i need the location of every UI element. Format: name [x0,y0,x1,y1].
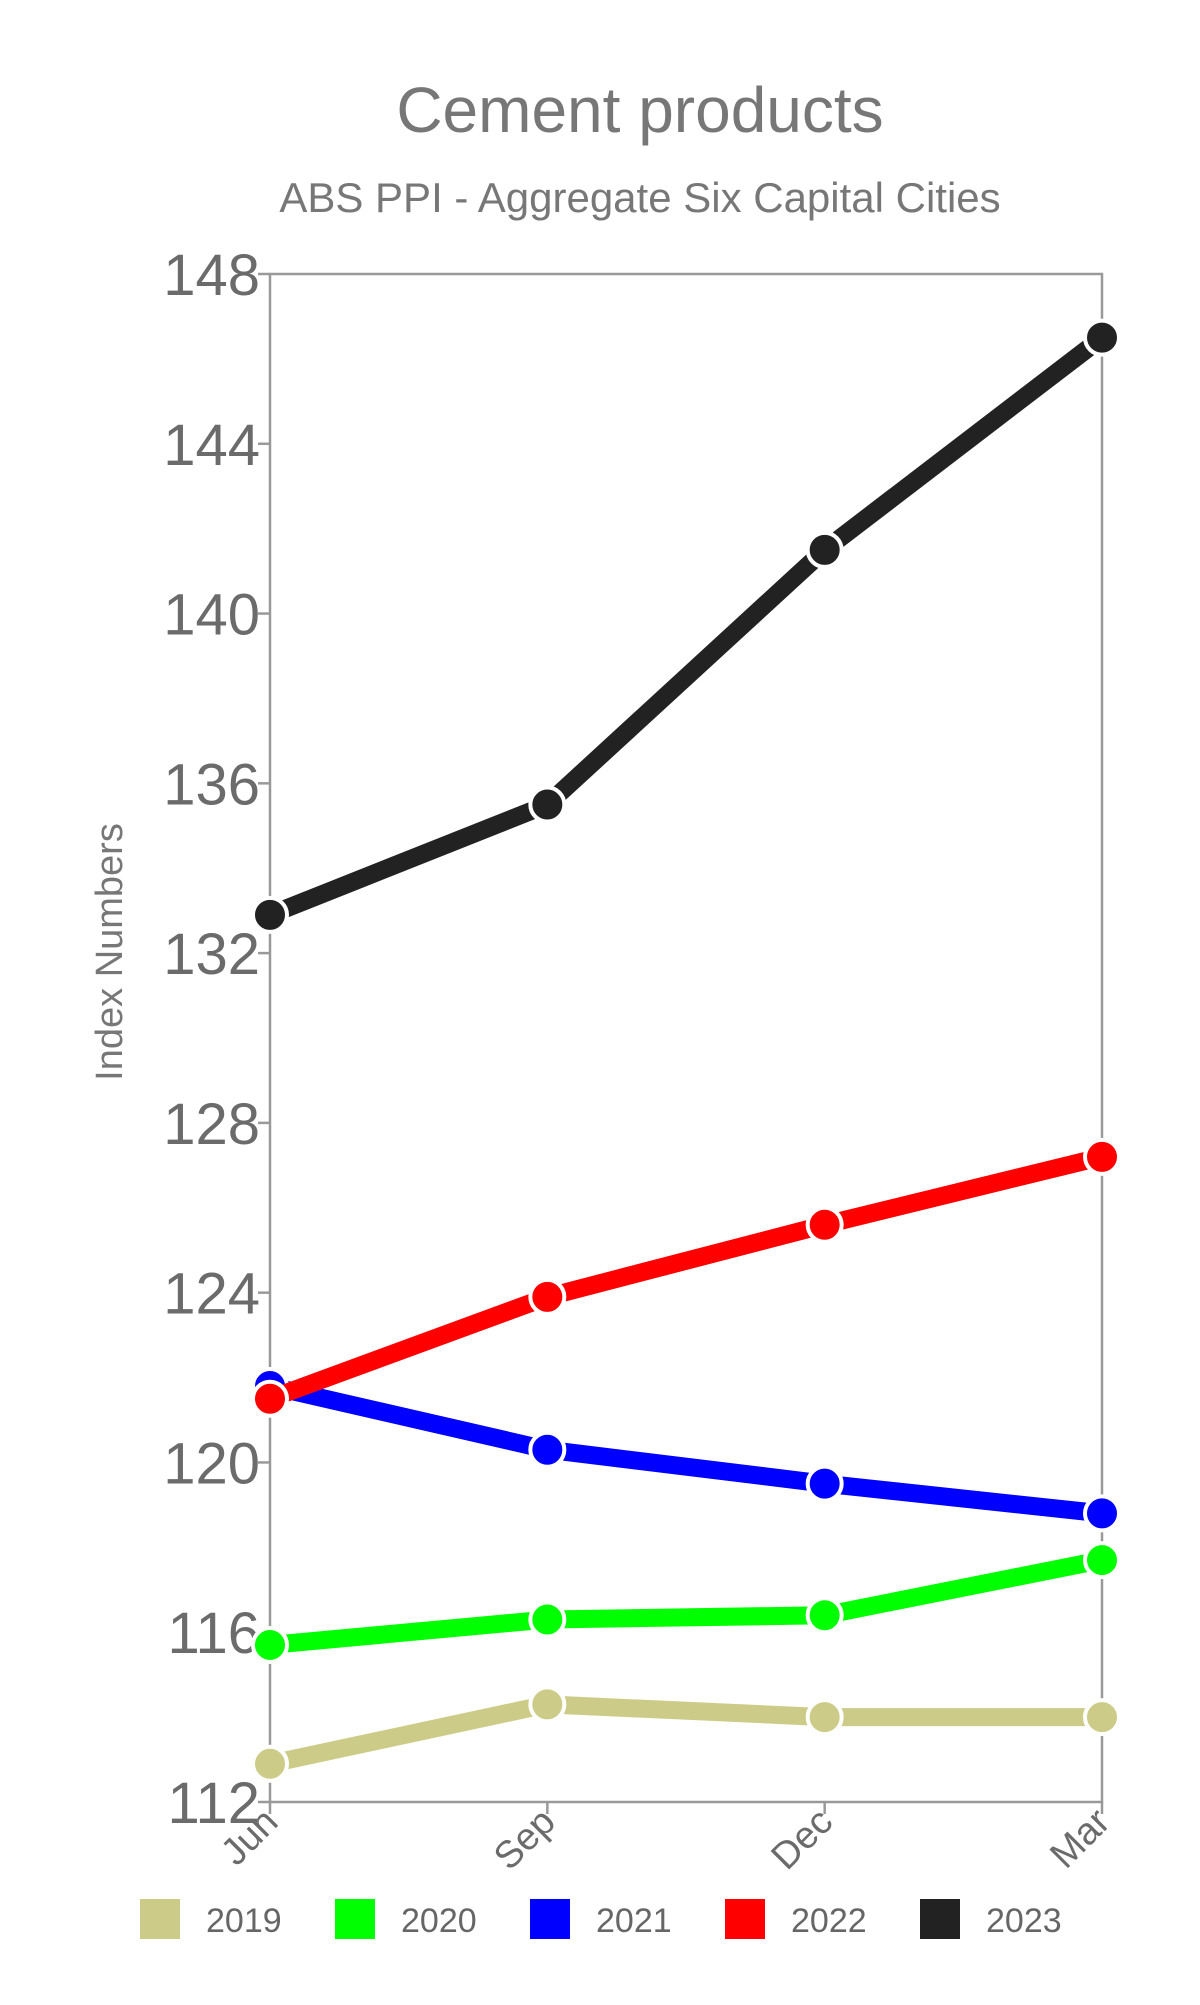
y-tick-label: 112 [168,1771,260,1836]
series-2023 [251,318,1121,934]
legend-item-2021[interactable]: 2021 [530,1899,672,1940]
data-point-2020-Sep[interactable] [528,1600,567,1639]
series-2019 [251,1685,1121,1783]
chart-title: Cement products [396,74,883,146]
data-point-2022-Dec[interactable] [805,1205,844,1244]
x-tick-label: Dec [764,1801,841,1878]
data-point-2022-Mar[interactable] [1083,1137,1121,1176]
series-layer [251,318,1121,1783]
x-tick-label: Mar [1042,1800,1118,1876]
legend-swatch [725,1899,765,1939]
y-tick-label: 132 [163,922,260,987]
y-tick-label: 116 [168,1601,260,1666]
data-point-2021-Sep[interactable] [528,1430,567,1469]
legend-label: 2022 [791,1902,867,1940]
legend-swatch [335,1899,375,1939]
legend-swatch [530,1899,570,1939]
series-line-2019 [261,1695,1111,1773]
data-point-2021-Dec[interactable] [805,1464,844,1503]
legend-item-2023[interactable]: 2023 [920,1899,1062,1940]
legend-item-2022[interactable]: 2022 [725,1899,867,1940]
legend-label: 2023 [986,1902,1062,1940]
y-tick-label: 128 [163,1092,260,1157]
legend-label: 2021 [596,1902,672,1940]
y-tick-label: 144 [163,413,260,478]
data-point-2021-Mar[interactable] [1083,1494,1121,1533]
y-axis-ticks: 112 116 120 124 128 132 136 140 144 148 [163,243,270,1836]
y-axis-label: Index Numbers [89,823,131,1081]
plot-frame [268,272,1104,1804]
y-tick-label: 148 [163,243,260,308]
legend-swatch [920,1899,960,1939]
series-2020 [251,1541,1121,1664]
legend-item-2019[interactable]: 2019 [140,1899,282,1940]
series-line-2020 [261,1551,1111,1654]
data-point-2023-Sep[interactable] [528,785,567,824]
y-tick-label: 136 [163,752,260,817]
legend-item-2020[interactable]: 2020 [335,1899,477,1940]
data-point-2023-Mar[interactable] [1083,318,1121,357]
legend-swatch [140,1899,180,1939]
series-line-2023 [261,328,1111,924]
y-tick-label: 124 [163,1262,260,1327]
legend-label: 2020 [401,1902,477,1940]
data-point-2020-Mar[interactable] [1083,1541,1121,1580]
y-tick-label: 140 [163,583,260,648]
legend[interactable]: 2019 2020 2021 2022 2023 [140,1899,1062,1940]
data-point-2019-Jun[interactable] [251,1744,289,1783]
chart-subtitle: ABS PPI - Aggregate Six Capital Cities [279,174,1000,221]
series-line-2022 [261,1147,1111,1408]
data-point-2020-Dec[interactable] [805,1596,844,1635]
data-point-2019-Sep[interactable] [528,1685,567,1724]
series-line-2021 [261,1377,1111,1523]
data-point-2023-Jun[interactable] [251,895,289,934]
data-point-2023-Dec[interactable] [805,530,844,569]
y-tick-label: 120 [163,1431,260,1496]
series-2021 [251,1367,1121,1533]
data-point-2019-Mar[interactable] [1083,1698,1121,1737]
x-tick-label: Sep [486,1801,564,1879]
data-point-2019-Dec[interactable] [805,1698,844,1737]
legend-label: 2019 [206,1902,282,1940]
x-axis-ticks: Jun Sep Dec Mar [213,1800,1118,1878]
data-point-2022-Jun[interactable] [251,1379,289,1418]
data-point-2022-Sep[interactable] [528,1277,567,1316]
data-point-2020-Jun[interactable] [251,1625,289,1664]
series-2022 [251,1137,1121,1418]
